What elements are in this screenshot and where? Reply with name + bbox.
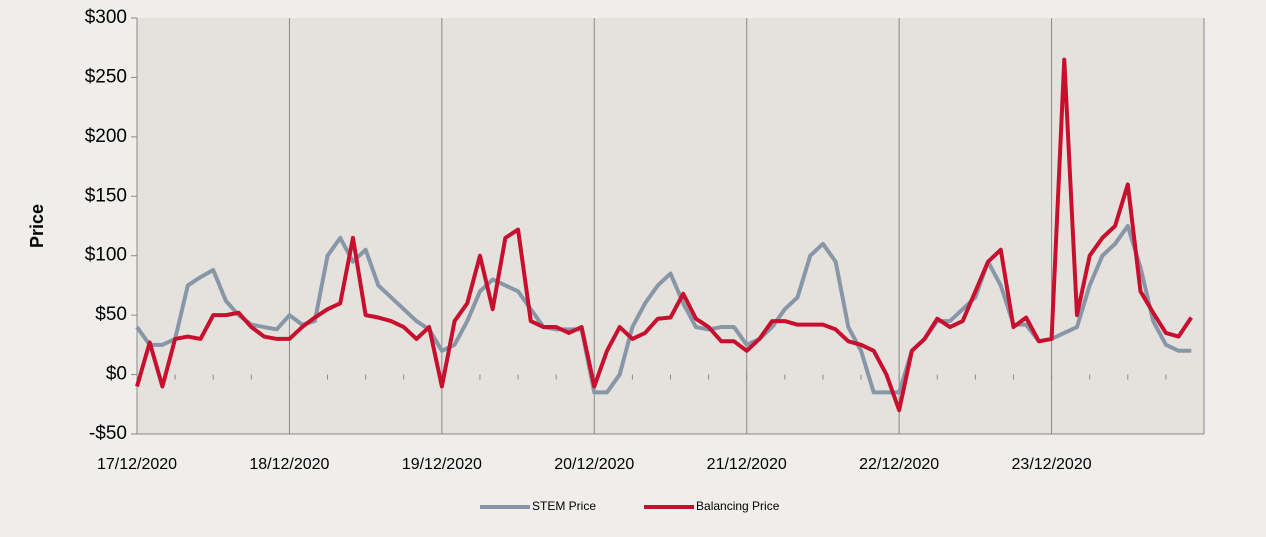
y-tick-label: $250 (85, 66, 127, 87)
plot-area (137, 18, 1204, 434)
y-tick-label: $200 (85, 126, 127, 147)
series-line (135, 57, 1193, 413)
legend-label: Balancing Price (696, 499, 780, 513)
y-tick-label: $100 (85, 245, 127, 266)
legend-label: STEM Price (532, 499, 596, 513)
y-tick-label: -$50 (89, 423, 127, 444)
x-tick-label: 18/12/2020 (249, 456, 329, 473)
x-tick-label: 21/12/2020 (707, 456, 787, 473)
y-tick-label: $150 (85, 185, 127, 206)
x-tick-label: 22/12/2020 (859, 456, 939, 473)
y-tick-label: $300 (85, 7, 127, 28)
y-tick-label: $0 (106, 364, 127, 385)
y-tick-label: $50 (95, 304, 127, 325)
x-tick-label: 20/12/2020 (554, 456, 634, 473)
x-tick-label: 17/12/2020 (97, 456, 177, 473)
x-tick-label: 19/12/2020 (402, 456, 482, 473)
y-axis-title: Price (27, 204, 47, 248)
x-tick-label: 23/12/2020 (1012, 456, 1092, 473)
